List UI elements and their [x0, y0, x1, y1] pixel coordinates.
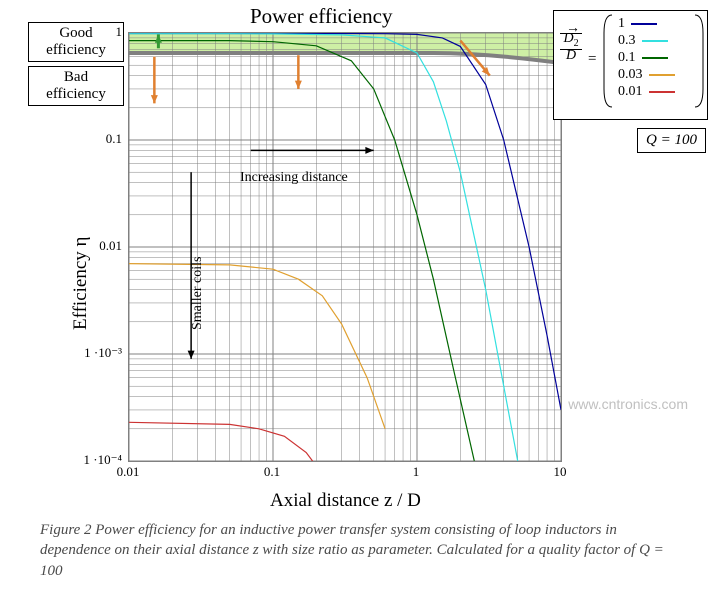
- plot-area: [128, 32, 562, 462]
- good-efficiency-label: Goodefficiency: [28, 22, 124, 62]
- legend-bracket-right: [693, 13, 705, 109]
- legend-value: 0.3: [618, 33, 636, 49]
- svg-text:0.01: 0.01: [99, 238, 122, 253]
- svg-text:1 ·10⁻³: 1 ·10⁻³: [84, 345, 122, 360]
- legend-swatch: [642, 57, 668, 59]
- legend-item: 0.1: [618, 49, 675, 66]
- legend-box: → D2 D = 10.30.10.030.01: [553, 10, 708, 120]
- legend-swatch: [642, 40, 668, 42]
- legend-value: 0.01: [618, 84, 643, 100]
- legend-item: 0.03: [618, 66, 675, 83]
- legend-items: 10.30.10.030.01: [618, 15, 675, 100]
- legend-item: 1: [618, 15, 675, 32]
- bad-efficiency-label: Badefficiency: [28, 66, 124, 106]
- svg-text:0.1: 0.1: [264, 464, 280, 479]
- increasing-distance-label: Increasing distance: [240, 170, 348, 186]
- q-factor-box: Q = 100: [637, 128, 706, 153]
- smaller-coils-label: Smaller coils: [190, 257, 206, 331]
- svg-text:1 ·10⁻⁴: 1 ·10⁻⁴: [84, 452, 123, 467]
- legend-item: 0.01: [618, 83, 675, 100]
- svg-text:0.01: 0.01: [117, 464, 140, 479]
- chart-title: Power efficiency: [250, 4, 392, 29]
- legend-value: 0.1: [618, 50, 636, 66]
- legend-swatch: [649, 74, 675, 76]
- legend-swatch: [649, 91, 675, 93]
- legend-equals: =: [588, 51, 596, 68]
- y-axis-label: Efficiency η: [70, 237, 92, 330]
- legend-value: 1: [618, 16, 625, 32]
- legend-bracket: [602, 13, 616, 109]
- legend-item: 0.3: [618, 32, 675, 49]
- legend-value: 0.03: [618, 67, 643, 83]
- svg-text:1: 1: [413, 464, 420, 479]
- chart-svg: [129, 33, 561, 461]
- legend-swatch: [631, 23, 657, 25]
- legend-param-label: → D2 D: [560, 33, 582, 63]
- svg-text:10: 10: [554, 464, 567, 479]
- svg-text:0.1: 0.1: [106, 131, 122, 146]
- watermark-text: www.cntronics.com: [568, 396, 688, 412]
- figure-caption: Figure 2 Power efficiency for an inducti…: [40, 520, 672, 581]
- figure-container: Power efficiency Goodefficiency Badeffic…: [0, 0, 712, 614]
- x-axis-label: Axial distance z / D: [270, 490, 421, 512]
